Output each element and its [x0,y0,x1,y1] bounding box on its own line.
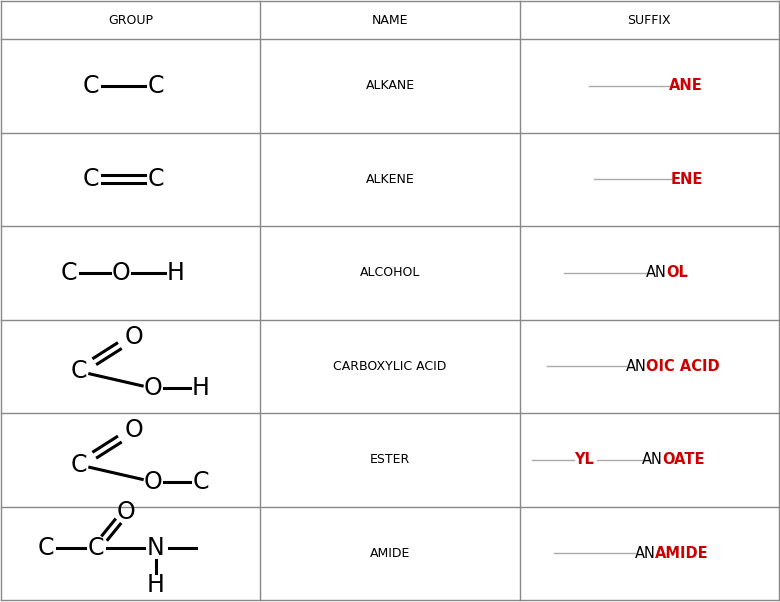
Text: O: O [112,261,130,285]
Text: CARBOXYLIC ACID: CARBOXYLIC ACID [333,360,447,373]
Text: GROUP: GROUP [108,14,154,26]
Text: O: O [144,470,162,494]
Text: C: C [147,74,164,98]
Text: C: C [61,261,77,285]
Text: N: N [147,536,165,560]
Text: ANE: ANE [669,78,703,93]
Text: OL: OL [666,265,688,281]
Text: AMIDE: AMIDE [655,546,709,561]
Text: C: C [193,470,209,494]
Text: ALCOHOL: ALCOHOL [360,267,420,279]
Text: C: C [147,167,164,191]
Text: C: C [83,74,99,98]
Text: C: C [83,167,99,191]
Text: H: H [147,573,165,597]
Text: AMIDE: AMIDE [370,547,410,560]
Text: ALKANE: ALKANE [366,79,414,93]
Text: OATE: OATE [662,453,704,467]
Text: ALKENE: ALKENE [366,173,414,186]
Text: AN: AN [626,359,647,374]
Text: C: C [88,536,105,560]
Text: AN: AN [635,546,656,561]
Text: C: C [71,359,87,383]
Text: O: O [144,376,162,400]
Text: O: O [125,324,144,349]
Text: O: O [125,418,144,442]
Text: AN: AN [646,265,667,281]
Text: SUFFIX: SUFFIX [627,14,671,26]
Text: C: C [38,536,55,560]
Text: NAME: NAME [372,14,408,26]
Text: O: O [116,500,135,524]
Text: H: H [192,376,210,400]
Text: ENE: ENE [671,172,704,187]
Text: C: C [71,453,87,477]
Text: H: H [167,261,185,285]
Text: YL: YL [574,453,594,467]
Text: AN: AN [642,453,663,467]
Text: ESTER: ESTER [370,453,410,467]
Text: OIC ACID: OIC ACID [646,359,720,374]
